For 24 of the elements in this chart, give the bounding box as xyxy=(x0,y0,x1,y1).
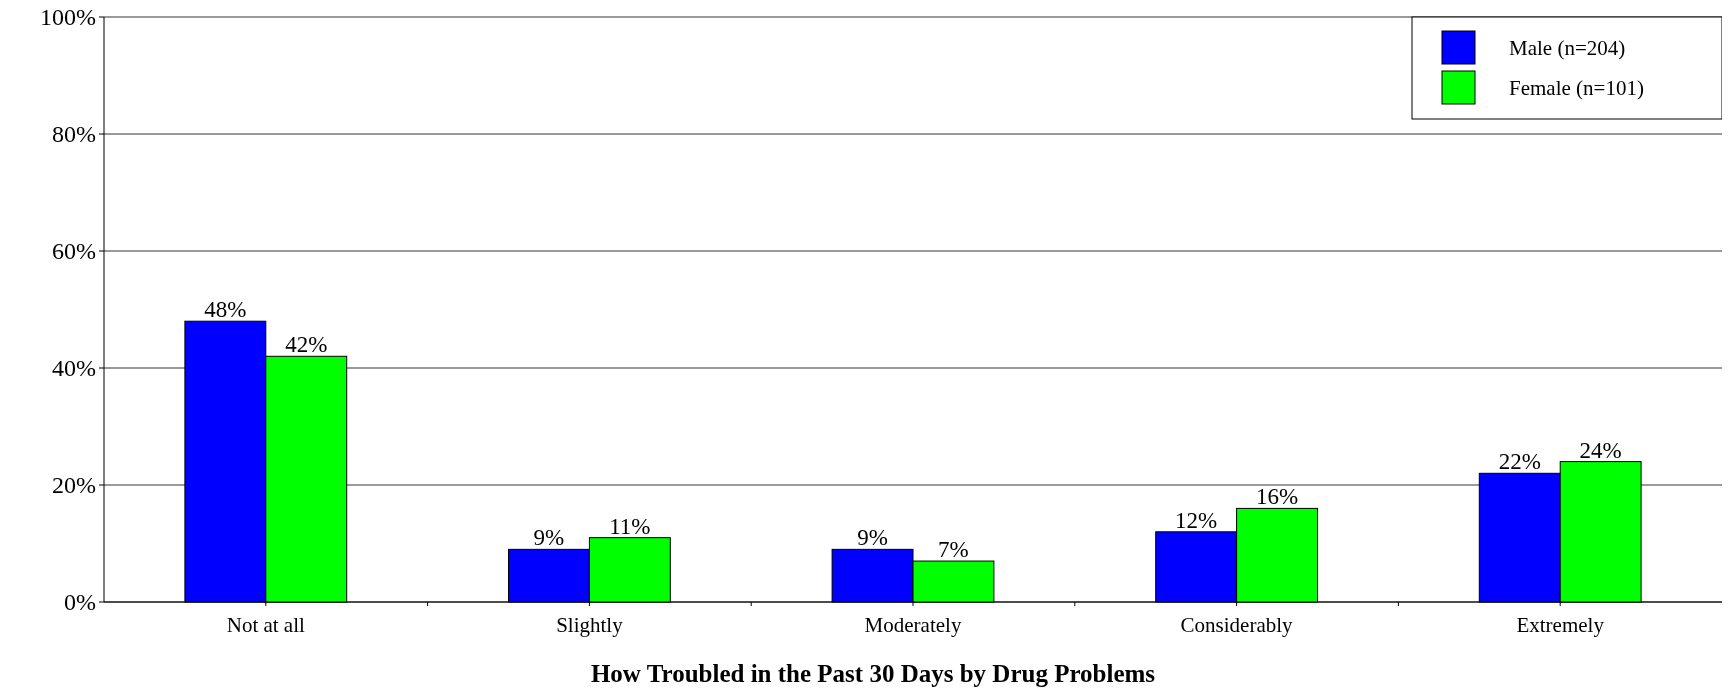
text: 11% xyxy=(609,513,651,539)
text: 48% xyxy=(204,297,247,323)
x-tick-label: Not at all xyxy=(226,613,306,637)
x-tick-label: Extremely xyxy=(1516,613,1605,637)
legend-label: Male (n=204) xyxy=(1509,36,1626,61)
text: 9% xyxy=(857,525,888,551)
text: 24% xyxy=(1579,437,1622,463)
x-tick-label: Slightly xyxy=(556,613,624,637)
text: 7% xyxy=(938,537,969,563)
text: 9% xyxy=(533,525,565,551)
x-axis-title: How Troubled in the Past 30 Days by Drug Problems xyxy=(590,660,1156,687)
legend-label: Female (n=101) xyxy=(1509,76,1644,101)
text: 12% xyxy=(1175,507,1218,533)
text: 22% xyxy=(1498,449,1541,475)
x-tick-label: Moderately xyxy=(864,613,962,637)
y-tick-label: 0% xyxy=(64,589,96,616)
y-tick-label: 60% xyxy=(52,238,96,265)
y-tick-label: 100% xyxy=(40,4,96,31)
y-tick-label: 40% xyxy=(52,355,96,382)
text: 42% xyxy=(285,332,328,358)
y-tick-label: 80% xyxy=(52,121,96,148)
y-tick-label: 20% xyxy=(52,472,96,499)
text: 16% xyxy=(1255,484,1299,510)
x-tick-label: Considerably xyxy=(1180,613,1294,637)
